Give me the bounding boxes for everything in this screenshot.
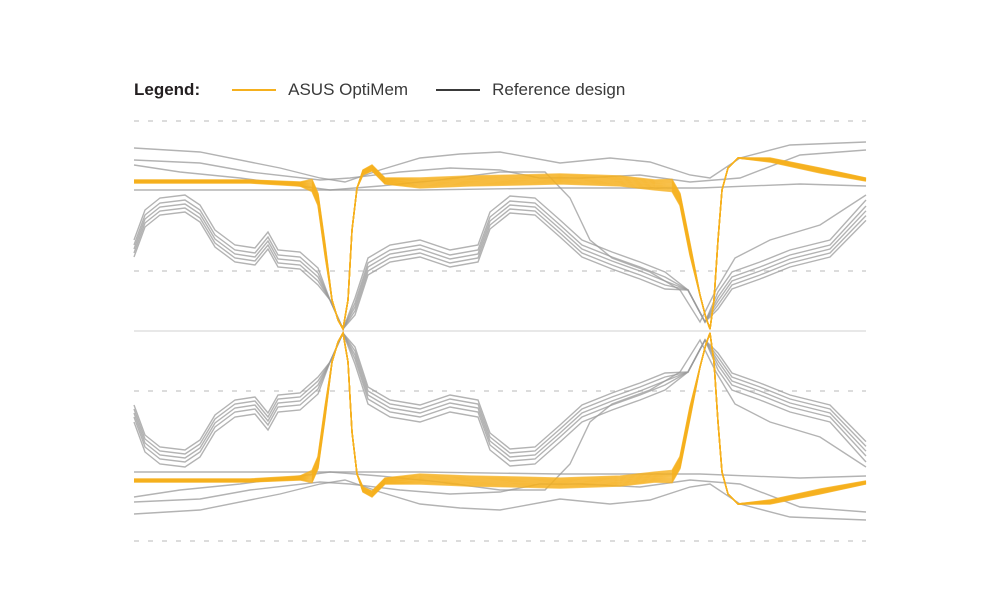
legend: Legend: ASUS OptiMem Reference design	[134, 78, 653, 102]
reference-trace-upper-2	[133, 203, 867, 331]
reference-trace-lower-8	[134, 471, 867, 479]
optimem-trace-upper-11	[134, 157, 867, 332]
legend-label-reference: Reference design	[492, 80, 626, 99]
reference-trace-upper-6	[133, 149, 867, 183]
legend-title: Legend:	[134, 80, 201, 99]
optimem-trace-lower-11	[134, 330, 867, 505]
reference-trace-lower-0	[133, 331, 867, 468]
legend-swatch-optimem	[232, 88, 277, 92]
asus-optimem-traces	[134, 157, 867, 505]
reference-trace-upper-1	[133, 199, 867, 331]
legend-item-reference: Reference design	[436, 80, 625, 100]
legend-swatch-reference	[436, 88, 481, 92]
reference-trace-lower-5	[133, 479, 867, 521]
reference-trace-lower-1	[133, 331, 867, 463]
reference-design-traces	[133, 141, 867, 521]
reference-trace-lower-2	[133, 331, 867, 459]
reference-trace-upper-0	[133, 194, 867, 331]
grid-lines	[134, 120, 866, 542]
legend-label-optimem: ASUS OptiMem	[288, 80, 409, 99]
reference-trace-upper-8	[134, 183, 867, 191]
reference-trace-upper-5	[133, 141, 867, 183]
reference-trace-lower-6	[133, 479, 867, 513]
legend-item-optimem: ASUS OptiMem	[232, 80, 408, 100]
